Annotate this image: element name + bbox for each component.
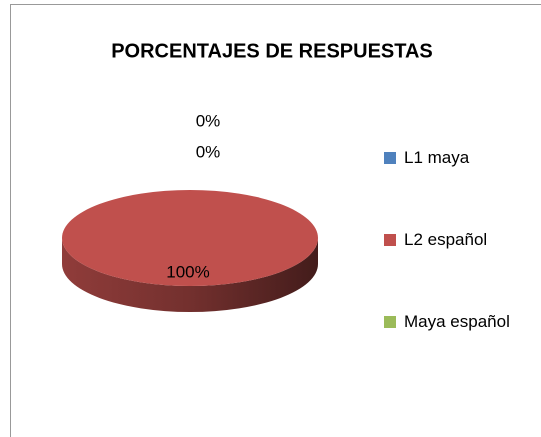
legend-swatch — [384, 234, 396, 246]
legend-item: L1 maya — [404, 148, 470, 167]
legend-swatch — [384, 152, 396, 164]
pie-top — [62, 190, 318, 286]
legend-item: Maya español — [404, 312, 510, 331]
data-label: 0% — [196, 142, 221, 161]
legend-label: L2 español — [404, 230, 488, 249]
pie-side — [62, 238, 318, 312]
pie-slice — [62, 190, 318, 286]
legend: L1 maya L2 español Maya español — [384, 148, 510, 331]
legend-label: Maya español — [404, 312, 510, 331]
pie-slice-side — [62, 238, 318, 312]
legend-swatch — [384, 316, 396, 328]
data-label: 100% — [166, 262, 209, 281]
data-label: 0% — [196, 111, 221, 130]
data-labels: 0% 100% 0% — [166, 111, 220, 281]
legend-item: L2 español — [404, 230, 488, 249]
chart-title: PORCENTAJES DE RESPUESTAS — [111, 40, 433, 62]
legend-label: L1 maya — [404, 148, 470, 167]
